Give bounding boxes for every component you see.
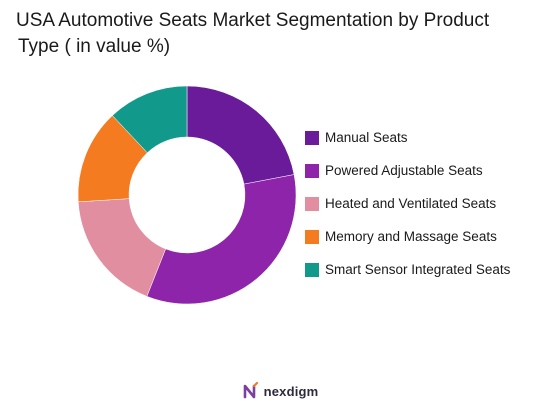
- footer: nexdigm: [0, 382, 560, 400]
- legend-label: Smart Sensor Integrated Seats: [325, 262, 511, 277]
- chart-title-line-2: Type ( in value %): [18, 36, 171, 57]
- legend-label: Manual Seats: [325, 130, 408, 145]
- legend-swatch: [305, 262, 319, 277]
- legend-item-powered-adjustable-seats: Powered Adjustable Seats: [305, 154, 510, 187]
- legend-item-smart-sensor-integrated-seats: Smart Sensor Integrated Seats: [305, 253, 510, 286]
- legend-label: Heated and Ventilated Seats: [325, 196, 497, 211]
- legend-item-heated-and-ventilated-seats: Heated and Ventilated Seats: [305, 187, 510, 220]
- chart-title: USA Automotive Seats Market Segmentation…: [16, 8, 536, 60]
- brand-name: nexdigm: [263, 383, 319, 399]
- chart-title-line-1: USA Automotive Seats Market Segmentation…: [16, 10, 490, 31]
- donut-slice-heated-and-ventilated-seats: [77, 198, 166, 297]
- nexdigm-logo-icon: [243, 382, 258, 399]
- legend-swatch: [305, 196, 319, 211]
- legend-swatch: [305, 229, 319, 244]
- donut-slice-smart-sensor-integrated-seats: [112, 85, 188, 154]
- legend-label: Memory and Massage Seats: [325, 229, 497, 244]
- legend-item-manual-seats: Manual Seats: [305, 121, 510, 154]
- legend-item-memory-and-massage-seats: Memory and Massage Seats: [305, 220, 510, 253]
- legend-swatch: [305, 163, 319, 178]
- legend-swatch: [305, 130, 319, 145]
- legend-label: Powered Adjustable Seats: [325, 163, 483, 178]
- chart-legend: Manual Seats Powered Adjustable Seats Heat…: [305, 121, 510, 286]
- donut-slice-manual-seats: [186, 85, 295, 185]
- donut-slice-powered-adjustable-seats: [146, 174, 297, 305]
